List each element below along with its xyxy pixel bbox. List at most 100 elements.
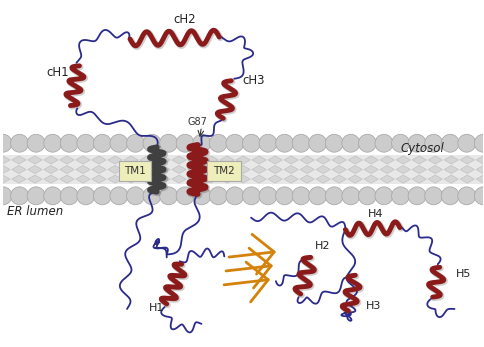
Polygon shape (460, 166, 474, 174)
Polygon shape (252, 175, 266, 183)
Circle shape (126, 134, 144, 152)
Polygon shape (92, 166, 106, 174)
Polygon shape (156, 166, 170, 174)
Circle shape (176, 134, 194, 152)
Polygon shape (172, 175, 186, 183)
Polygon shape (316, 156, 331, 164)
Polygon shape (444, 156, 458, 164)
Polygon shape (476, 175, 484, 183)
Polygon shape (220, 175, 234, 183)
Polygon shape (0, 166, 10, 174)
Polygon shape (188, 175, 202, 183)
Polygon shape (44, 175, 58, 183)
Circle shape (259, 134, 277, 152)
Polygon shape (428, 175, 442, 183)
Polygon shape (28, 156, 42, 164)
Polygon shape (252, 156, 266, 164)
FancyBboxPatch shape (208, 161, 241, 181)
Circle shape (193, 134, 211, 152)
Circle shape (226, 187, 244, 205)
Circle shape (11, 187, 29, 205)
Polygon shape (460, 156, 474, 164)
Polygon shape (300, 175, 315, 183)
Circle shape (110, 134, 128, 152)
Polygon shape (284, 166, 298, 174)
Circle shape (474, 134, 484, 152)
Circle shape (0, 187, 12, 205)
Circle shape (375, 187, 393, 205)
Circle shape (160, 134, 178, 152)
Polygon shape (412, 175, 426, 183)
Polygon shape (188, 166, 202, 174)
Polygon shape (364, 175, 378, 183)
Circle shape (275, 134, 293, 152)
Text: ER lumen: ER lumen (7, 205, 63, 218)
Polygon shape (220, 166, 234, 174)
Polygon shape (364, 156, 378, 164)
Polygon shape (268, 156, 282, 164)
Polygon shape (348, 156, 363, 164)
Circle shape (93, 187, 111, 205)
Polygon shape (284, 175, 298, 183)
Polygon shape (364, 166, 378, 174)
Polygon shape (316, 175, 331, 183)
Text: H3: H3 (365, 301, 381, 311)
Polygon shape (444, 166, 458, 174)
Polygon shape (140, 166, 154, 174)
Polygon shape (60, 166, 74, 174)
Polygon shape (156, 156, 170, 164)
Polygon shape (332, 166, 347, 174)
Polygon shape (348, 166, 363, 174)
Circle shape (275, 187, 293, 205)
Polygon shape (172, 156, 186, 164)
Polygon shape (28, 175, 42, 183)
Polygon shape (76, 175, 90, 183)
Circle shape (242, 134, 260, 152)
Polygon shape (76, 166, 90, 174)
Circle shape (292, 187, 310, 205)
Circle shape (226, 134, 244, 152)
Text: cH2: cH2 (173, 13, 196, 26)
Circle shape (110, 187, 128, 205)
Circle shape (359, 134, 376, 152)
Circle shape (458, 187, 476, 205)
Polygon shape (12, 175, 26, 183)
Text: H5: H5 (455, 269, 471, 279)
Circle shape (60, 187, 78, 205)
Polygon shape (236, 175, 250, 183)
Circle shape (392, 134, 409, 152)
Polygon shape (76, 156, 90, 164)
Polygon shape (284, 156, 298, 164)
Polygon shape (252, 166, 266, 174)
Text: H4: H4 (367, 209, 383, 219)
Circle shape (27, 134, 45, 152)
Circle shape (77, 134, 95, 152)
Text: TM1: TM1 (124, 166, 146, 176)
Circle shape (0, 134, 12, 152)
Polygon shape (460, 175, 474, 183)
Polygon shape (204, 166, 218, 174)
Circle shape (210, 134, 227, 152)
Polygon shape (108, 166, 122, 174)
Text: G87: G87 (187, 117, 208, 127)
Polygon shape (12, 156, 26, 164)
Text: cH3: cH3 (243, 74, 265, 87)
Polygon shape (444, 175, 458, 183)
Circle shape (143, 134, 161, 152)
Polygon shape (428, 156, 442, 164)
Polygon shape (236, 166, 250, 174)
Polygon shape (124, 175, 138, 183)
Circle shape (11, 134, 29, 152)
Circle shape (44, 134, 61, 152)
Polygon shape (332, 175, 347, 183)
Text: H2: H2 (315, 242, 330, 252)
Circle shape (93, 134, 111, 152)
Circle shape (292, 134, 310, 152)
Circle shape (441, 187, 459, 205)
Circle shape (375, 134, 393, 152)
Polygon shape (140, 175, 154, 183)
Circle shape (424, 187, 442, 205)
Circle shape (441, 134, 459, 152)
Circle shape (359, 187, 376, 205)
Polygon shape (92, 156, 106, 164)
